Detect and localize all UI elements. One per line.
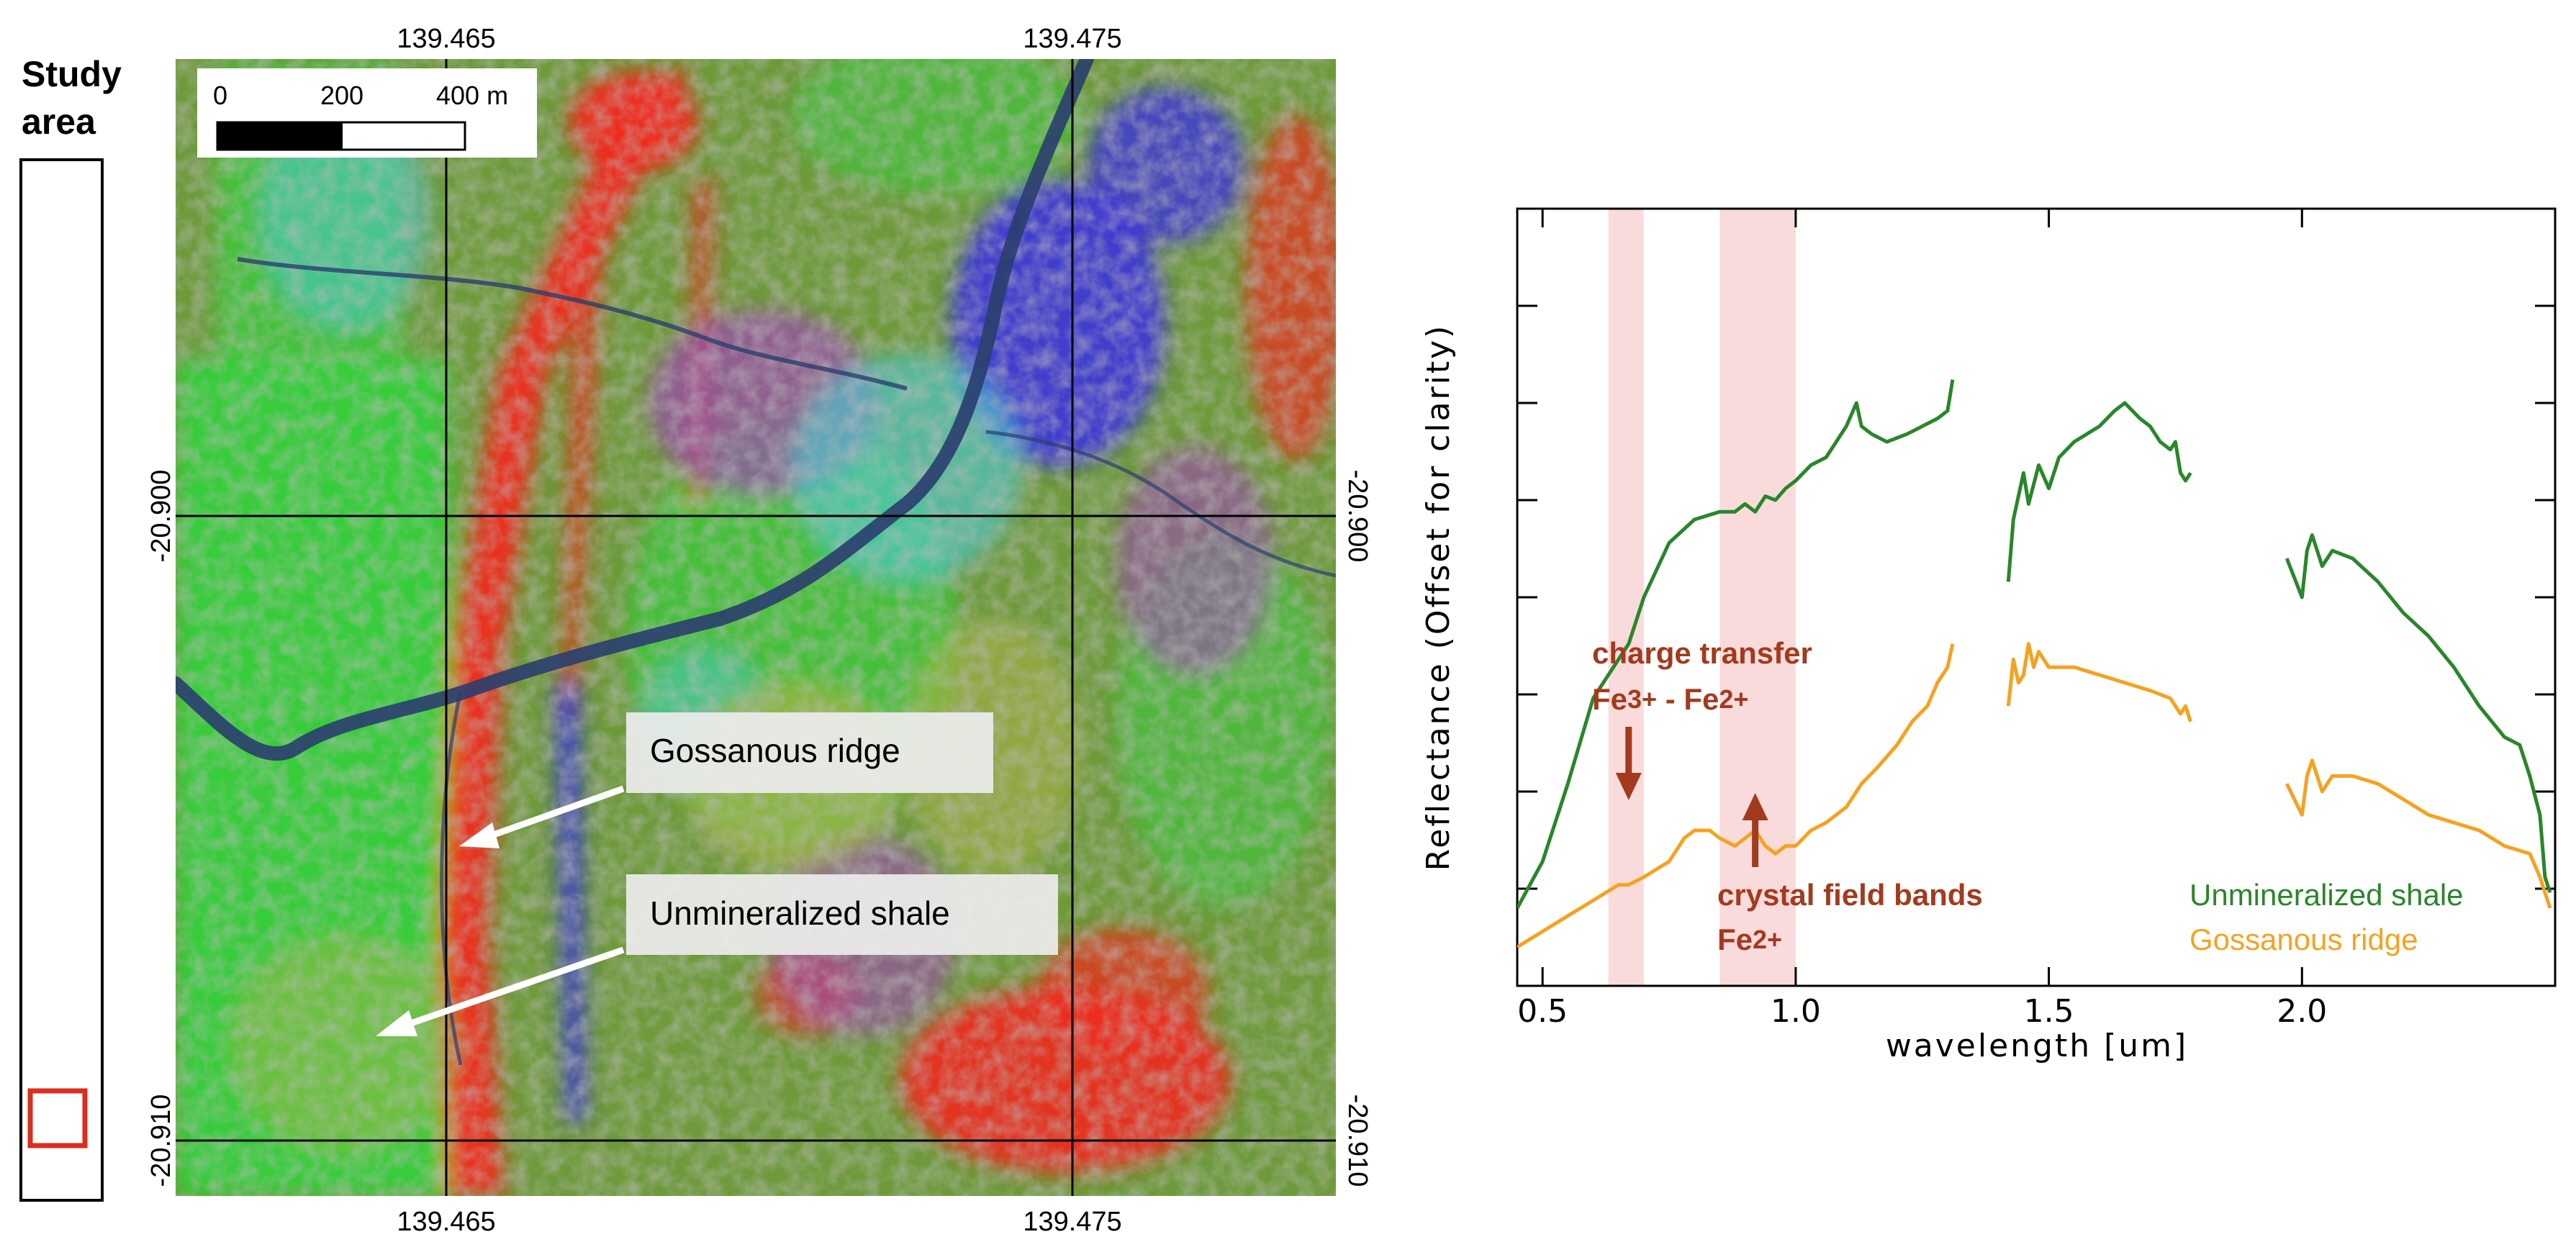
formula-fe-b: - Fe [1657, 682, 1719, 716]
study-area-label-line1: Study [22, 54, 122, 94]
formula-fe-a: Fe [1592, 682, 1627, 716]
lat-label-right-1: -20.900 [1342, 470, 1373, 563]
map-texture [176, 59, 1336, 1196]
lon-label-bottom-2: 139.475 [1023, 1207, 1121, 1237]
lon-label-top-2: 139.475 [1023, 24, 1121, 54]
scale-label-0: 0 [213, 81, 227, 110]
legend-entry-unmineralized-shale: Unmineralized shale [2189, 878, 2464, 912]
series-gossanous-ridge-segment-2 [2006, 642, 2192, 722]
lon-label-top-1: 139.465 [397, 24, 495, 54]
lat-label-right-2: -20.910 [1342, 1094, 1373, 1187]
lat-label-left-1: -20.900 [146, 470, 176, 563]
scale-label-200: 200 [320, 81, 363, 110]
x-tick-label-0.5: 0.5 [1517, 993, 1568, 1030]
scale-bar: 0 200 400 m [197, 68, 537, 158]
x-ticks: 0.5 1.0 1.5 2.0 [1517, 209, 2327, 1030]
spectra-series [1517, 379, 2552, 949]
spectra-chart: 0.5 1.0 1.5 2.0 Reflectance (Offset for cla… [1420, 207, 2557, 1064]
river-channel [176, 59, 1094, 761]
y-axis-label: Reflectance (Offset for clarity) [1420, 324, 1457, 871]
annotation-charge-transfer-title: charge transfer [1592, 636, 1812, 670]
callout-label: Gossanous ridge [650, 732, 900, 769]
annotation-crystal-field: crystal field bands Fe2+ [1717, 793, 1983, 956]
series-unmineralized-shale-segment-2 [2006, 401, 2192, 582]
scale-bar-black-segment [217, 122, 343, 150]
formula-fe: Fe [1717, 923, 1753, 956]
formula-sup-2plus: 2+ [1719, 684, 1748, 714]
x-tick-label-2.0: 2.0 [2277, 993, 2327, 1030]
series-gossanous-ridge-segment-1 [1517, 643, 1955, 949]
shaded-bands [1608, 209, 1796, 986]
callout-arrow-line [407, 946, 625, 1028]
study-area-location-box [27, 1088, 88, 1148]
callout-box [626, 874, 1058, 955]
arrow-up-head [1742, 793, 1768, 820]
drainage-branch-2 [985, 430, 1336, 578]
scale-bar-white-segment [349, 131, 459, 142]
x-axis-label: wavelength [um] [1886, 1028, 2188, 1064]
shaded-band-1 [1608, 209, 1644, 986]
callout-arrowhead [459, 822, 500, 848]
x-tick-label-1.0: 1.0 [1771, 993, 1821, 1030]
series-gossanous-ridge-segment-3 [2284, 758, 2552, 909]
annotation-charge-transfer-formula: Fe3+ - Fe2+ [1592, 682, 1748, 716]
y-ticks [1517, 304, 2555, 890]
callout-gossanous-ridge: Gossanous ridge [459, 712, 993, 848]
study-area-frame [19, 158, 104, 1202]
callout-unmineralized-shale: Unmineralized shale [376, 874, 1058, 1036]
plot-frame [1516, 207, 2557, 987]
study-area-panel: Study area [19, 54, 122, 1202]
lat-label-left-2: -20.910 [146, 1094, 176, 1187]
study-area-label-line2: area [22, 101, 96, 142]
series-unmineralized-shale-segment-3 [2284, 533, 2552, 894]
drainage-branch-1 [237, 257, 908, 391]
formula-sup-2plus: 2+ [1753, 925, 1782, 954]
callout-arrow-line [488, 785, 625, 840]
annotation-crystal-field-title: crystal field bands [1717, 878, 1983, 912]
satellite-map: 0 200 400 m Gossanous ridge Unmineralize… [176, 59, 1336, 1196]
shaded-band-2 [1719, 209, 1796, 986]
legend-entry-gossanous-ridge: Gossanous ridge [2189, 923, 2418, 956]
legend: Unmineralized shale Gossanous ridge [2189, 878, 2464, 956]
scale-label-400: 400 m [436, 81, 508, 110]
callout-box [626, 712, 993, 793]
formula-sup-3plus: 3+ [1627, 684, 1657, 714]
map-coordinate-labels: 139.465 139.475 139.465 139.475 -20.900 … [146, 24, 1373, 1237]
series-unmineralized-shale-segment-1 [1517, 379, 1955, 910]
lon-label-bottom-1: 139.465 [397, 1207, 495, 1237]
callout-label: Unmineralized shale [650, 894, 950, 932]
x-tick-label-1.5: 1.5 [2024, 993, 2074, 1030]
annotation-crystal-field-formula: Fe2+ [1717, 923, 1782, 956]
annotation-charge-transfer: charge transfer Fe3+ - Fe2+ [1592, 636, 1812, 800]
callout-arrowhead [376, 1010, 417, 1036]
arrow-down-head [1615, 773, 1642, 800]
